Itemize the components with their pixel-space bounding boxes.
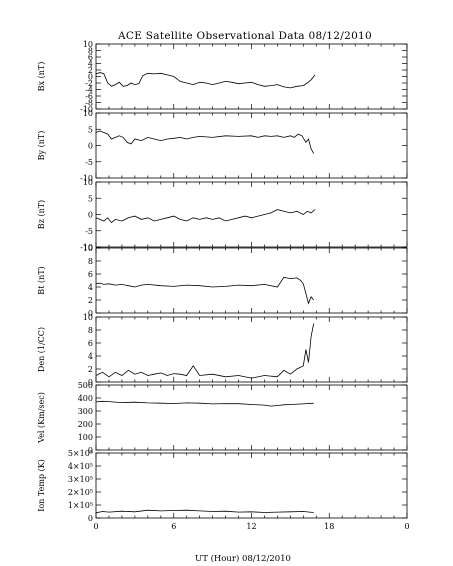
y-tick-label: 0 [88,309,93,318]
series-line-0 [95,72,316,89]
y-tick-label: 3×10⁵ [68,475,93,484]
y-tick-label: -4 [85,86,93,95]
y-axis-label-2: Bz (nT) [37,200,46,229]
y-axis-label-3: Bt (nT) [37,266,46,294]
y-tick-label: 10 [83,178,93,187]
y-tick-label: -6 [85,92,93,101]
panel-frame-3 [95,247,408,314]
y-axis-label-6: Ion Temp (K) [37,459,46,512]
y-tick-label: 8 [88,47,93,56]
y-tick-label: 2 [88,365,93,374]
y-tick-label: 2 [88,296,93,305]
y-tick-label: 100 [78,433,93,442]
x-tick-label: 12 [246,522,256,531]
y-tick-label: -8 [85,99,93,108]
panel-6: 5×10⁵ 4×10⁵ 3×10⁵ 2×10⁵ 1×10⁵ 0 Ion Temp (K) [37,449,408,523]
y-tick-label: 5×10⁵ [68,449,93,458]
y-tick-label: 0 [88,378,93,387]
y-tick-label: 200 [78,420,93,429]
y-tick-label: 0 [88,211,93,220]
panel-3: 10 8 6 4 2 0 Bt (nT) [37,244,408,318]
series-line-5 [95,400,314,407]
y-tick-label: 5 [88,194,93,203]
y-tick-label: 0 [88,514,93,523]
y-axis-label-4: Den (1/CC) [37,327,46,372]
y-tick-label: 6 [88,270,93,279]
y-axis-label-1: By (nT) [37,131,46,161]
series-line-6 [95,509,314,514]
x-tick-label: 0 [404,522,409,531]
series-line-3 [95,276,315,305]
series-line-4 [95,323,315,379]
x-axis-label: UT (Hour) 08/12/2010 [195,553,291,564]
y-tick-label: -5 [85,158,93,167]
series-line-1 [95,130,315,154]
y-tick-label: 0 [88,446,93,455]
y-tick-label: 2×10⁵ [68,488,93,497]
y-axis-label-5: Vel (Km/sec) [37,392,46,444]
y-tick-label: 4 [88,283,93,292]
y-tick-label: 4 [88,352,93,361]
y-tick-label: 0 [88,142,93,151]
x-tick-label: 18 [324,522,334,531]
y-tick-label: -2 [85,79,93,88]
y-tick-label: 500 [78,381,93,390]
y-tick-label: 8 [88,326,93,335]
chart-title: ACE Satellite Observational Data 08/12/2… [117,30,372,42]
y-tick-label: 6 [88,339,93,348]
panel-frame-5 [95,384,408,451]
series-line-2 [95,209,316,224]
y-tick-label: 4 [88,60,93,69]
panel-1: 10 5 0 -5 -10 By (nT) [37,109,408,183]
panel-frame-6 [95,452,408,519]
y-tick-label: 10 [83,109,93,118]
y-tick-label: -10 [80,105,93,114]
panel-5: 500 400 300 200 100 0 Vel (Km/sec) [37,381,408,455]
y-axis-label-0: Bx (nT) [37,62,46,92]
y-tick-label: 1×10⁵ [68,501,93,510]
y-tick-label: 400 [78,394,93,403]
panel-frame-1 [95,112,408,179]
panel-frame-2 [95,181,408,248]
y-tick-label: -10 [80,243,93,252]
y-tick-label: 8 [88,257,93,266]
y-tick-label: 10 [83,244,93,253]
y-tick-label: 5 [88,125,93,134]
x-tick-label: 6 [171,522,176,531]
panel-4: 10 8 6 4 2 0 Den (1/CC) [37,313,408,387]
y-tick-label: 0 [88,73,93,82]
y-tick-label: 2 [88,66,93,75]
y-tick-label: 6 [88,53,93,62]
y-tick-label: -5 [85,227,93,236]
panel-2: 10 5 0 -5 -10 Bz (nT) [37,178,408,252]
x-tick-label: 0 [93,522,98,531]
y-tick-label: 300 [78,407,93,416]
y-tick-label: -10 [80,174,93,183]
y-tick-label: 10 [83,40,93,49]
y-tick-label: 4×10⁵ [68,462,93,471]
panel-frame-4 [95,316,408,383]
y-tick-label: 10 [83,313,93,322]
